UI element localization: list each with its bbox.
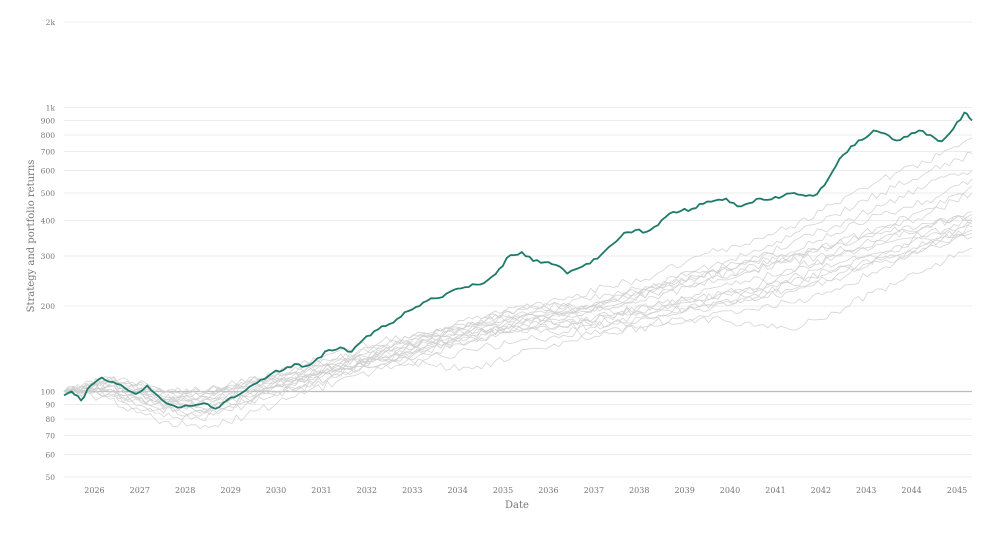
portfolio-series-line	[63, 211, 973, 400]
grid-lines	[64, 21, 972, 478]
y-tick-label: 50	[45, 473, 55, 482]
x-tick-label: 2042	[811, 486, 831, 495]
x-tick-label: 2036	[538, 486, 558, 495]
y-axis-ticks: 50 60 70 80 90 100 200 300 400 500 600 700 800 900 1k 2…	[41, 18, 56, 482]
portfolio-series-line	[63, 185, 973, 401]
y-tick-label: 200	[41, 302, 56, 311]
series-lines	[63, 137, 973, 429]
y-tick-label: 800	[41, 131, 56, 140]
y-tick-label: 70	[45, 431, 55, 440]
portfolio-series-line	[63, 151, 973, 403]
x-tick-label: 2029	[221, 486, 241, 495]
y-tick-label: 100	[41, 388, 56, 397]
portfolio-series-line	[63, 247, 973, 410]
portfolio-series-line	[63, 233, 973, 429]
y-tick-label: 2k	[46, 18, 56, 27]
x-tick-label: 2038	[629, 486, 649, 495]
x-tick-label: 2039	[674, 486, 694, 495]
portfolio-series-line	[63, 234, 973, 417]
x-tick-label: 2032	[357, 486, 377, 495]
x-tick-label: 2040	[720, 486, 740, 495]
x-tick-label: 2037	[584, 486, 604, 495]
y-tick-label: 300	[41, 252, 56, 261]
x-axis-ticks: 2026 2027 2028 2029 2030 2031 2032 2033 2034 2035…	[84, 486, 967, 495]
portfolio-series-line	[63, 137, 973, 395]
x-tick-label: 2035	[493, 486, 513, 495]
y-tick-label: 400	[41, 217, 56, 226]
portfolio-series-line	[63, 192, 973, 414]
y-tick-label: 600	[41, 167, 56, 176]
portfolio-series-line	[63, 215, 973, 414]
highlight-series-layer	[63, 111, 973, 410]
y-tick-label: 80	[45, 415, 55, 424]
x-tick-label: 2031	[311, 486, 331, 495]
x-tick-label: 2045	[947, 486, 967, 495]
y-tick-label: 60	[45, 451, 55, 460]
x-tick-label: 2027	[130, 486, 150, 495]
x-tick-label: 2043	[856, 486, 876, 495]
x-axis-label: Date	[505, 500, 529, 511]
portfolio-series-line	[63, 221, 973, 406]
y-tick-label: 900	[41, 116, 56, 125]
portfolio-series-line	[63, 178, 973, 395]
y-tick-label: 1k	[46, 103, 56, 112]
portfolio-series-line	[63, 214, 973, 408]
portfolio-series-line	[63, 170, 973, 403]
portfolio-series-line	[63, 224, 973, 395]
x-tick-label: 2028	[175, 486, 195, 495]
y-tick-label: 700	[41, 147, 56, 156]
x-tick-label: 2030	[266, 486, 286, 495]
x-tick-label: 2033	[402, 486, 422, 495]
x-tick-label: 2026	[84, 486, 104, 495]
y-tick-label: 500	[41, 189, 56, 198]
x-tick-label: 2041	[765, 486, 785, 495]
portfolio-series-line	[63, 220, 973, 408]
x-tick-label: 2044	[901, 486, 921, 495]
highlight-series-line	[63, 111, 973, 410]
x-tick-label: 2034	[447, 486, 467, 495]
y-tick-label: 90	[45, 401, 55, 410]
y-axis-label: Strategy and portfolio returns	[26, 160, 37, 313]
